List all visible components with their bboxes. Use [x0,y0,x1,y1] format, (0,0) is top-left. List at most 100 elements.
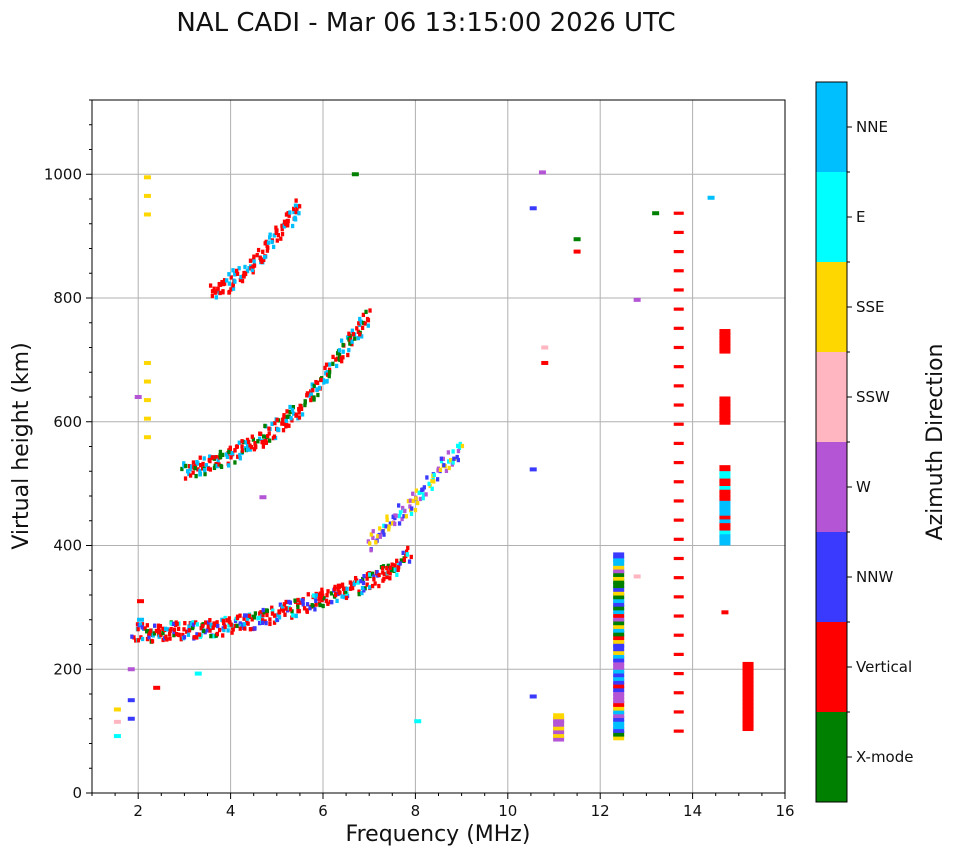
echo-cell [208,467,213,472]
echo-cell [341,349,345,354]
echo-cell [113,707,121,712]
echo-cell [215,289,219,294]
echo-cell [267,438,272,443]
echo-cell [249,444,254,450]
echo-cell [395,558,399,563]
echo-cell [258,615,262,621]
echo-cell [742,699,754,706]
echo-cell [297,211,301,216]
echo-cell [247,613,252,618]
echo-cell [169,627,173,632]
echo-cell [356,335,360,341]
echo-cell [673,441,684,446]
echo-cell [374,540,378,545]
echo-cell [214,455,218,460]
echo-cell [312,397,316,402]
echo-cell [346,352,350,358]
echo-cell [719,347,731,354]
echo-cell [196,467,200,472]
echo-cell [238,613,242,618]
echo-cell [341,355,345,360]
echo-cell [281,608,286,613]
echo-cell [340,359,344,364]
echo-cell [187,624,191,629]
echo-cell [326,601,330,606]
echo-cell [320,590,324,595]
echo-cell [243,271,248,276]
echo-cell [252,615,257,620]
echo-cell [211,455,215,460]
echo-cell [266,245,270,250]
colorbar-tick-label: SSW [856,388,890,406]
echo-cell [161,626,165,631]
echo-cell [719,332,731,339]
echo-cell [196,461,200,466]
echo-cell [250,434,254,439]
echo-cell [180,466,184,472]
echo-cell [192,635,196,640]
echo-cell [321,603,325,609]
echo-cell [350,585,355,591]
echo-cell [204,620,208,625]
echo-cell [404,514,408,519]
echo-cell [673,384,684,388]
echo-cell [613,604,625,611]
echo-cell [425,475,429,480]
echo-cell [227,289,232,295]
echo-cell [272,613,277,618]
echo-cell [409,511,414,516]
echo-cell [291,613,295,618]
echo-cell [223,624,227,630]
echo-cell [290,418,294,423]
echo-cell [257,436,262,441]
echo-cell [259,431,263,437]
echo-cell [388,576,392,581]
echo-cell [295,206,299,212]
echo-cell [209,633,213,639]
echo-cell [458,441,462,447]
echo-cell [262,610,266,615]
y-axis-label: Virtual height (km) [9,342,34,549]
echo-cell [432,472,436,478]
echo-cell [297,204,302,209]
echo-cell [613,660,625,667]
echo-cell [673,365,684,369]
echo-cell [218,290,222,296]
echo-cell [267,235,272,240]
echo-cell [613,734,625,741]
echo-cell [451,460,455,465]
echo-cell [395,572,399,577]
echo-cell [175,621,179,626]
echo-cell [245,268,250,274]
echo-cell [222,281,227,286]
echo-cell [248,627,253,632]
echo-cell [421,496,425,501]
echo-cell [309,392,313,397]
echo-cell [613,656,625,663]
echo-cell [673,345,684,350]
echo-cell [417,490,421,496]
echo-cell [361,576,365,582]
echo-cell [235,623,239,628]
echo-cell [185,629,189,634]
echo-cell [216,286,220,291]
echo-cell [179,637,183,642]
echo-cell [272,620,277,625]
echo-cell [310,395,314,401]
echo-cell [222,627,226,633]
echo-cell [673,499,684,503]
echo-cell [186,632,191,637]
colorbar-swatch [816,352,847,442]
echo-cell [390,521,395,526]
echo-cell [228,620,232,625]
echo-cell [541,360,549,365]
echo-cell [291,405,295,410]
echo-cell [239,623,243,629]
echo-cell [436,466,441,471]
echo-cell [222,621,226,626]
echo-cell [256,616,260,621]
echo-cell [323,365,327,371]
echo-cell [253,440,257,446]
echo-cell [225,454,230,459]
echo-cell [287,414,291,419]
